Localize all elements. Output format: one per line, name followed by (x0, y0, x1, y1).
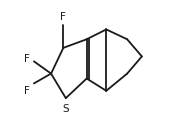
Text: F: F (24, 86, 30, 96)
Text: S: S (62, 104, 69, 114)
Text: F: F (60, 12, 66, 22)
Text: F: F (24, 54, 30, 64)
